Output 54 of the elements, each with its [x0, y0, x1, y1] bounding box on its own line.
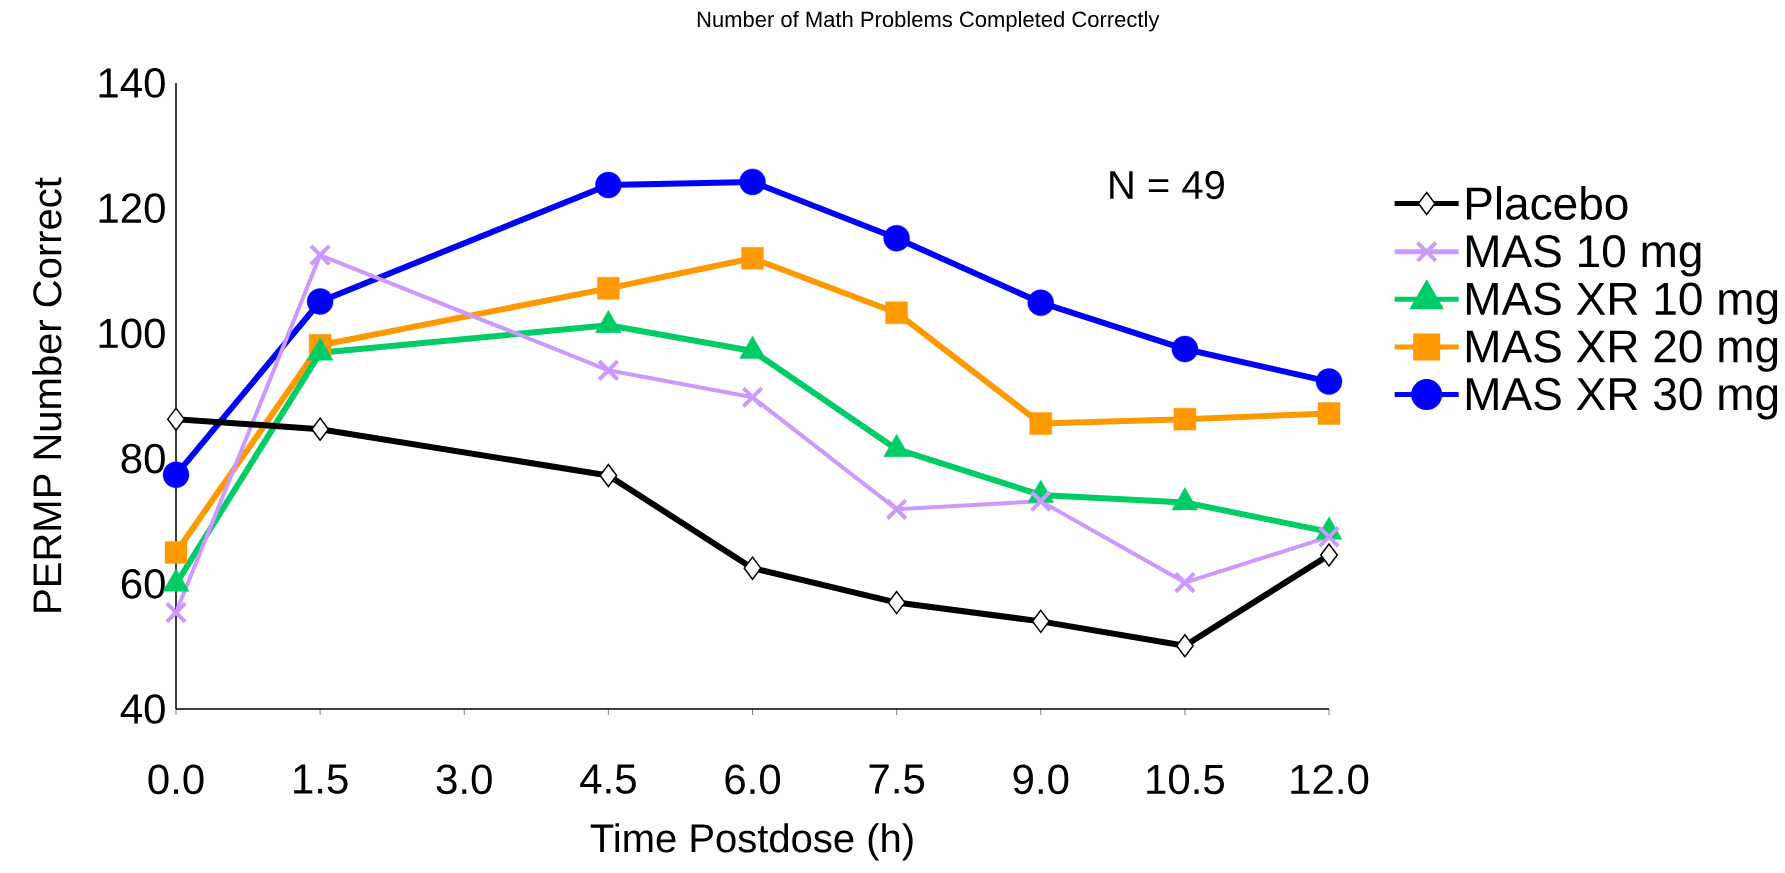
point — [311, 417, 330, 441]
legend-label: Placebo — [1466, 186, 1628, 220]
point — [1173, 571, 1197, 594]
point — [308, 243, 332, 267]
x-tick-label: 7.5 — [869, 764, 925, 794]
point — [1029, 489, 1052, 513]
y-tick-label: 140 — [99, 68, 165, 98]
legend-label: MAS XR 30 mg — [1466, 377, 1778, 420]
x-tick-label: 4.5 — [580, 764, 636, 794]
point — [597, 277, 620, 300]
x-tick-label: 3.0 — [436, 764, 492, 795]
point — [1029, 412, 1052, 435]
legend-label: MAS XR 10 mg — [1466, 282, 1778, 325]
point — [599, 463, 618, 488]
y-tick-label: 80 — [121, 443, 165, 474]
point — [1173, 407, 1197, 431]
point — [741, 247, 764, 270]
y-axis-title: PERMP Number Correct — [32, 177, 62, 612]
point — [743, 556, 762, 580]
y-tick-label: 100 — [99, 318, 165, 349]
point — [1315, 368, 1343, 395]
point — [167, 407, 185, 431]
y-tick-label: 120 — [99, 193, 165, 224]
point — [1320, 543, 1339, 567]
legend-label: MAS XR 20 mg — [1466, 330, 1778, 372]
point — [597, 359, 620, 382]
y-tick-label: 60 — [121, 568, 165, 599]
point — [885, 301, 908, 324]
point — [1317, 402, 1341, 425]
point — [595, 171, 622, 199]
point — [883, 225, 910, 252]
point — [1317, 525, 1341, 549]
point — [887, 590, 906, 615]
y-tick-label: 40 — [120, 694, 165, 724]
point — [885, 498, 908, 521]
annotation: N = 49 — [1110, 170, 1224, 200]
x-tick-label: 9.0 — [1013, 764, 1069, 795]
point — [306, 288, 334, 315]
x-axis-title: Time Postdose (h) — [590, 823, 913, 861]
x-tick-label: 6.0 — [725, 764, 781, 795]
point — [741, 386, 764, 409]
chart-title: Number of Math Problems Completed Correctly — [697, 10, 1160, 32]
point — [164, 541, 188, 564]
x-tick-label: 12.0 — [1291, 764, 1369, 795]
point — [739, 168, 766, 196]
point — [1175, 634, 1194, 658]
point — [1171, 335, 1199, 363]
legend-label: MAS 10 mg — [1466, 234, 1701, 277]
point — [1027, 289, 1054, 316]
x-tick-label: 1.5 — [294, 764, 348, 794]
x-tick-label: 0.0 — [148, 764, 204, 795]
point — [164, 601, 188, 624]
x-tick-label: 10.5 — [1147, 764, 1224, 795]
point — [1031, 609, 1050, 634]
